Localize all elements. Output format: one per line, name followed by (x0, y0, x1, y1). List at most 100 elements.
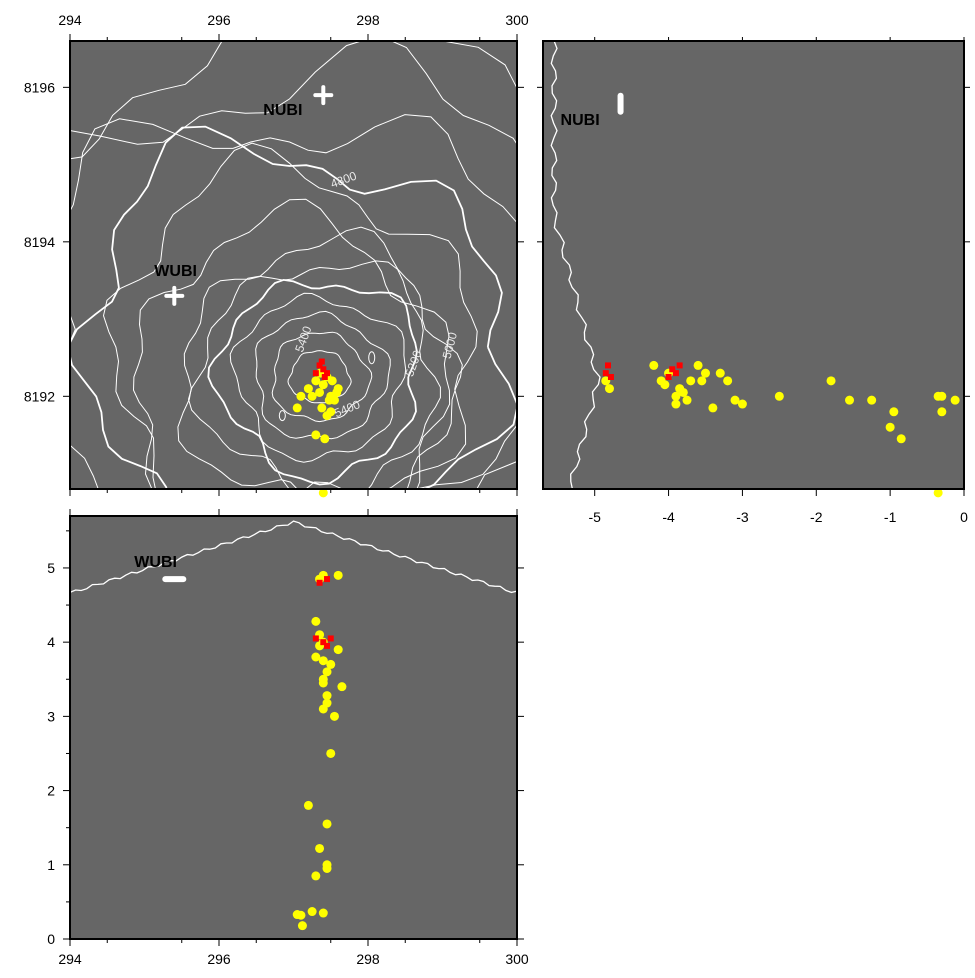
event-point (604, 384, 614, 394)
event-point (950, 395, 960, 405)
event-point (327, 376, 337, 386)
event-point (322, 819, 332, 829)
event-point (329, 711, 339, 721)
event-point (303, 384, 313, 394)
station-marker-icon (164, 285, 185, 306)
event-point (333, 645, 343, 655)
event-point (311, 652, 321, 662)
x-tick-label: 296 (207, 951, 231, 967)
topography-line (69, 520, 518, 594)
event-point (318, 488, 328, 498)
event-point (700, 368, 710, 378)
event-point (826, 376, 836, 386)
topography-line (550, 40, 601, 490)
event-point (326, 407, 336, 417)
east-events (601, 360, 960, 498)
x-tick-label: 300 (505, 951, 529, 967)
event-point (693, 360, 703, 370)
event-point (867, 395, 877, 405)
y-tick-label: 3 (47, 708, 55, 724)
event-point (320, 366, 327, 373)
event-point (311, 616, 321, 626)
north-x-ticks: 294 296 298 300 (58, 509, 529, 967)
panel-border (69, 515, 518, 940)
event-point (885, 422, 895, 432)
north-events (292, 570, 347, 931)
contour-line (278, 410, 286, 422)
station-label: NUBI (263, 102, 302, 119)
event-point (896, 434, 906, 444)
event-point (321, 374, 328, 380)
event-point (671, 391, 681, 401)
event-point (332, 387, 342, 397)
event-point (312, 370, 319, 377)
event-point (686, 376, 696, 386)
event-point (292, 403, 302, 413)
event-point (607, 374, 614, 380)
event-point (322, 864, 332, 873)
event-point (316, 362, 323, 369)
east-x-ticks: -5 -4 -3 -2 -1 0 (537, 37, 970, 525)
map-events (292, 358, 343, 498)
event-point (327, 635, 334, 642)
event-point (660, 380, 670, 390)
contour-label: 5000 (440, 330, 461, 360)
x-tick-label: 294 (58, 12, 82, 28)
event-point (933, 488, 943, 498)
event-point (324, 395, 334, 405)
event-point (326, 659, 336, 669)
east-section-plot-area (543, 41, 964, 489)
y-tick-label: 8192 (24, 388, 55, 404)
event-point (324, 576, 331, 583)
east-section-panel: NUBI -5 -4 -3 -2 -1 0 (537, 37, 970, 525)
event-point (324, 642, 331, 649)
event-point (708, 403, 718, 413)
map-x-ticks: 294 296 298 300 (58, 12, 529, 496)
event-point (320, 639, 327, 646)
event-point (322, 691, 332, 701)
x-tick-label: -5 (588, 509, 601, 525)
x-tick-label: -1 (884, 509, 897, 525)
event-point (303, 800, 313, 810)
event-point (937, 407, 947, 417)
contour-line (177, 226, 463, 513)
y-tick-label: 0 (47, 931, 55, 947)
north-stations: WUBI (134, 554, 187, 583)
contour-line (132, 198, 451, 523)
map-stations: NUBI WUBI (154, 85, 334, 306)
station-label: WUBI (154, 263, 197, 280)
event-point (845, 395, 855, 405)
event-point (318, 656, 328, 666)
contour-line (255, 310, 391, 440)
event-point (678, 387, 688, 397)
event-point (774, 391, 784, 401)
event-point (715, 368, 725, 378)
north-y-ticks: 0 1 2 3 4 5 (47, 530, 524, 947)
event-point (672, 370, 679, 377)
map-y-ticks: 8196 8194 8192 (24, 79, 524, 404)
contour-line (102, 142, 478, 528)
y-tick-label: 2 (47, 783, 55, 799)
event-point (311, 871, 321, 881)
map-plot-area (70, 41, 517, 489)
contour-line (207, 278, 418, 486)
station-label: NUBI (561, 112, 600, 129)
event-point (316, 579, 323, 586)
topography-profile (550, 40, 601, 490)
event-point (315, 843, 325, 853)
event-point (317, 403, 327, 413)
event-point (326, 748, 336, 758)
event-point (737, 399, 747, 409)
y-tick-label: 5 (47, 560, 55, 576)
y-tick-label: 4 (47, 634, 55, 650)
event-point (337, 682, 347, 692)
north-section-plot-area (70, 516, 517, 939)
east-stations: NUBI (561, 92, 624, 129)
event-point (307, 391, 317, 401)
station-label: WUBI (134, 554, 177, 571)
x-tick-label: 298 (356, 12, 380, 28)
event-point (311, 430, 321, 440)
event-point (318, 704, 328, 714)
event-point (682, 395, 692, 405)
